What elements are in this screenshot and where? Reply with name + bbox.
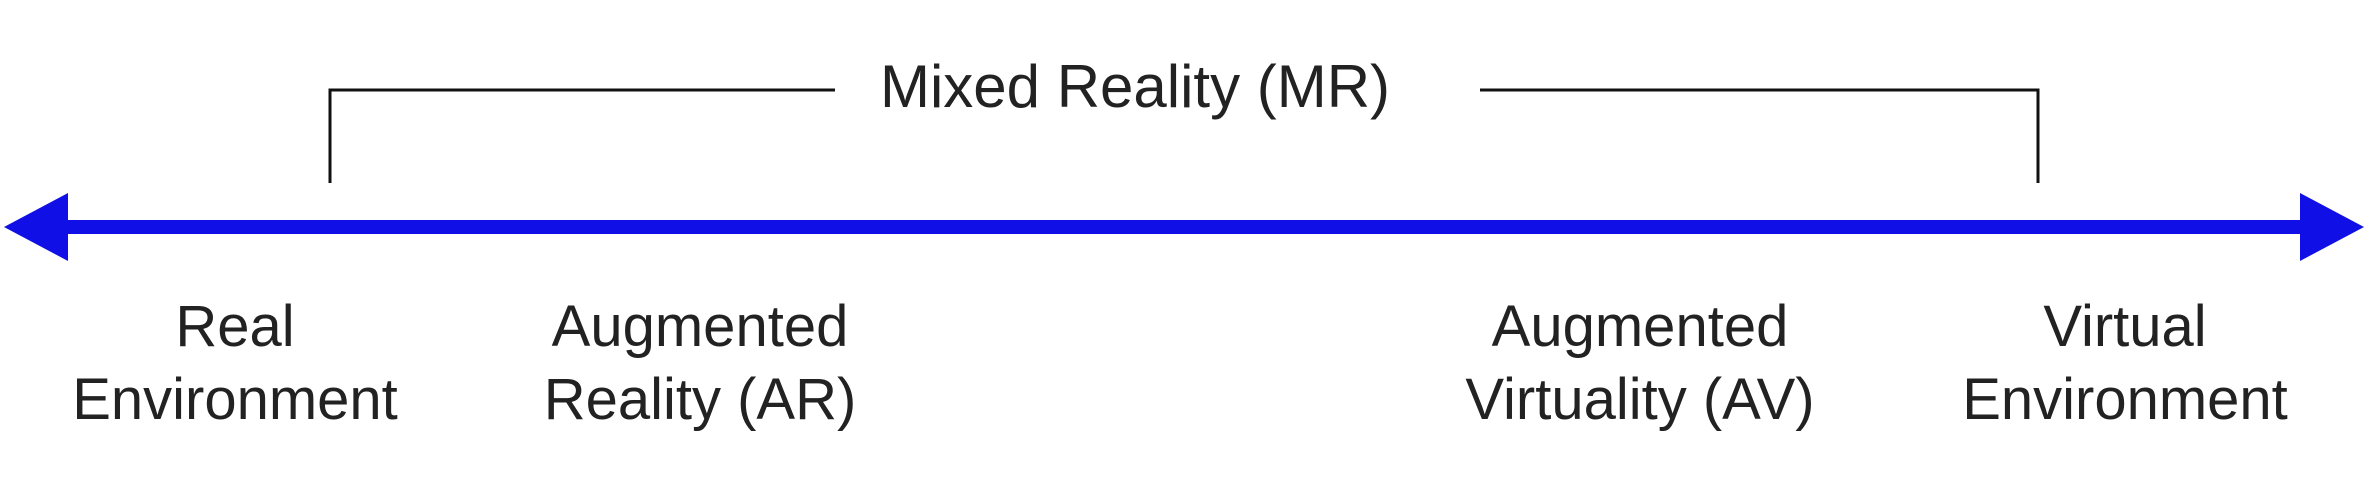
augmented-virtuality-label: Augmented Virtuality (AV) xyxy=(1410,290,1870,436)
label-line-2: Environment xyxy=(72,367,398,432)
right-arrowhead xyxy=(2300,193,2364,261)
label-line-2: Environment xyxy=(1962,367,2288,432)
left-arrowhead xyxy=(4,193,68,261)
label-line-2: Reality (AR) xyxy=(543,367,857,432)
label-line-2: Virtuality (AV) xyxy=(1465,367,1815,432)
augmented-reality-label: Augmented Reality (AR) xyxy=(470,290,930,436)
mr-bracket xyxy=(328,88,835,183)
label-line-1: Augmented xyxy=(1491,294,1789,359)
mixed-reality-label: Mixed Reality (MR) xyxy=(835,52,1435,122)
real-environment-label: Real Environment xyxy=(20,290,450,436)
mr-bracket-right xyxy=(1480,88,2040,183)
label-line-1: Virtual xyxy=(2043,294,2207,359)
virtual-environment-label: Virtual Environment xyxy=(1915,290,2335,436)
label-line-1: Augmented xyxy=(551,294,849,359)
label-line-1: Real xyxy=(175,294,295,359)
